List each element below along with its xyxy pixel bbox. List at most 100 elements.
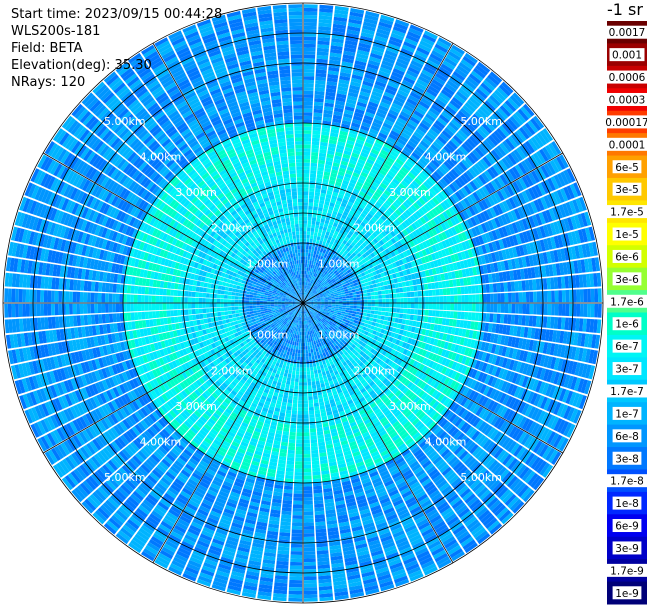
radar-gate (553, 221, 561, 235)
radar-gate (381, 294, 386, 299)
radar-gate (365, 178, 373, 185)
radar-gate (449, 99, 461, 110)
radar-gate (534, 266, 540, 278)
radar-gate (370, 125, 381, 132)
radar-gate (335, 100, 345, 106)
radar-gate (464, 250, 470, 259)
radar-gate (404, 219, 411, 227)
radar-gate (346, 252, 352, 257)
radar-gate (405, 101, 416, 110)
radar-gate (303, 525, 315, 530)
radar-gate (344, 40, 358, 46)
radar-gate (343, 176, 351, 182)
radar-gate (379, 18, 394, 26)
radar-gate (361, 253, 367, 259)
radar-gate (315, 413, 321, 418)
radar-gate (446, 185, 455, 195)
radar-gate (471, 312, 476, 321)
radar-gate (384, 88, 397, 96)
radar-gate (368, 210, 376, 217)
radar-gate (322, 269, 327, 274)
radar-gate (399, 51, 412, 60)
radar-gate (425, 149, 435, 159)
radar-gate (343, 259, 349, 265)
radar-gate (399, 252, 405, 259)
radar-gate (373, 178, 381, 185)
radar-gate (353, 145, 362, 152)
radar-gate (440, 89, 453, 99)
radar-gate (469, 180, 478, 191)
radar-gate (370, 168, 379, 175)
radar-gate (311, 155, 318, 160)
radar-gate (303, 195, 309, 199)
radar-gate (539, 341, 545, 354)
radar-gate (427, 283, 432, 290)
radar-gate (398, 259, 404, 266)
radar-gate (443, 256, 449, 265)
radar-gate (308, 274, 311, 279)
radar-gate (303, 346, 306, 350)
radar-gate (370, 310, 375, 314)
radar-gate (378, 303, 383, 307)
radar-gate (307, 285, 310, 290)
radar-gate (308, 286, 312, 291)
radar-gate (376, 282, 381, 287)
radar-gate (303, 108, 313, 113)
radar-gate (408, 225, 415, 233)
radar-gate (356, 306, 361, 309)
radar-gate (500, 214, 508, 225)
radar-gate (306, 300, 310, 303)
radar-gate (381, 60, 394, 68)
radar-gate (303, 123, 312, 127)
radar-gate (346, 305, 350, 308)
radar-gate (481, 172, 490, 183)
radar-gate (522, 303, 527, 314)
radar-gate (345, 307, 350, 311)
radar-gate (356, 270, 361, 275)
radar-gate (303, 274, 305, 278)
radar-gate (335, 96, 346, 103)
radar-gate (398, 86, 411, 95)
radar-gate (412, 212, 420, 221)
radar-gate (428, 289, 433, 296)
radar-gate (304, 285, 306, 289)
radar-gate (335, 297, 339, 300)
radar-gate (486, 208, 494, 219)
radar-gate (533, 199, 542, 212)
radar-gate (310, 292, 314, 296)
radar-gate (402, 251, 409, 258)
radar-gate (381, 311, 386, 316)
radar-gate (594, 257, 601, 272)
radar-gate (313, 281, 317, 285)
radar-gate (412, 246, 418, 253)
radar-gate (482, 313, 487, 322)
radar-gate (342, 57, 354, 64)
radar-gate (387, 81, 399, 89)
radar-gate (581, 348, 588, 362)
radar-gate (332, 27, 346, 33)
radar-gate (359, 128, 369, 135)
radar-gate (489, 207, 497, 218)
radar-gate (433, 75, 446, 86)
radar-gate (394, 199, 402, 206)
radar-gate (498, 272, 504, 282)
radar-gate (303, 436, 310, 440)
radar-gate (529, 291, 534, 303)
radar-gate (443, 220, 451, 229)
radar-gate (365, 138, 375, 145)
radar-gate (352, 308, 357, 312)
radar-gate (391, 29, 406, 38)
radar-gate (568, 317, 573, 331)
radar-gate (461, 269, 467, 278)
radar-gate (395, 328, 401, 334)
radar-gate (429, 187, 437, 197)
radar-gate (342, 275, 347, 280)
radar-gate (437, 95, 449, 105)
radar-gate (494, 240, 501, 251)
radar-gate (399, 308, 404, 314)
radar-gate (553, 357, 560, 371)
radar-gate (562, 331, 568, 344)
radar-gate (378, 70, 390, 78)
radar-gate (316, 51, 329, 56)
radar-gate (324, 305, 329, 307)
